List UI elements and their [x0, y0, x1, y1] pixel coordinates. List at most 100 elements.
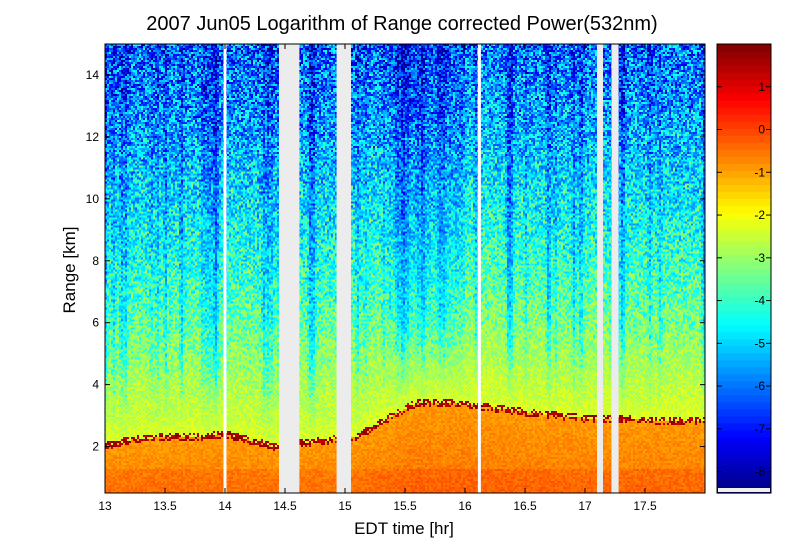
colorbar-segment — [717, 394, 771, 403]
colorbar-tick-label: 0 — [758, 123, 765, 137]
data-gap-line — [477, 44, 481, 493]
colorbar-segment — [717, 205, 771, 213]
x-tick-label: 13 — [98, 499, 112, 513]
colorbar-segment — [717, 324, 771, 333]
colorbar-tick-label: 1 — [758, 80, 765, 94]
colorbar-segment — [717, 79, 771, 87]
heatmap-plot-area — [105, 44, 705, 493]
colorbar-segment — [717, 121, 771, 129]
colorbar-segment — [717, 135, 771, 143]
colorbar-segment — [717, 184, 771, 192]
colorbar-segment — [717, 198, 771, 206]
x-axis-label: EDT time [hr] — [354, 519, 454, 538]
y-axis-label: Range [km] — [60, 227, 79, 314]
colorbar-segment — [717, 359, 771, 368]
y-tick-label: 10 — [86, 192, 100, 206]
colorbar-segment — [717, 275, 771, 284]
colorbar-segment — [717, 156, 771, 164]
colorbar-segment — [717, 142, 771, 150]
colorbar-segment — [717, 58, 771, 66]
x-tick-label: 15 — [338, 499, 352, 513]
y-tick-label: 14 — [86, 68, 100, 82]
colorbar-segment — [717, 331, 771, 340]
y-tick-label: 4 — [92, 378, 99, 392]
colorbar-tick-label: -7 — [754, 422, 765, 436]
colorbar-segment — [717, 443, 771, 452]
colorbar — [716, 43, 772, 494]
colorbar-frame — [716, 43, 772, 494]
colorbar-segment — [717, 450, 771, 459]
colorbar-segment — [717, 303, 771, 312]
x-axis-ticks: 13 13.5 14 14.5 15 15.5 16 16.5 17 17.5 — [98, 44, 657, 513]
colorbar-segment — [717, 261, 771, 270]
colorbar-tick-label: -3 — [754, 251, 765, 265]
data-gap-line — [223, 44, 227, 493]
colorbar-tick-label: -4 — [754, 294, 765, 308]
x-tick-label: 15.5 — [393, 499, 417, 513]
colorbar-segment — [717, 289, 771, 298]
colorbar-segment — [717, 107, 771, 115]
colorbar-segment — [717, 310, 771, 319]
colorbar-bottom-band — [718, 488, 770, 492]
colorbar-segment — [717, 387, 771, 396]
y-axis-ticks: 2 4 6 8 10 12 14 — [86, 68, 705, 454]
x-tick-label: 17 — [578, 499, 592, 513]
colorbar-segment — [717, 128, 771, 136]
colorbar-segment — [717, 429, 771, 438]
heatmap-image — [105, 44, 705, 493]
x-tick-label: 16 — [458, 499, 472, 513]
data-gap — [611, 44, 619, 493]
colorbar-segment — [717, 408, 771, 417]
colorbar-segment — [717, 338, 771, 347]
x-tick-label: 13.5 — [153, 499, 177, 513]
colorbar-segment — [717, 296, 771, 305]
chart-title: 2007 Jun05 Logarithm of Range corrected … — [146, 13, 657, 35]
y-tick-label: 8 — [92, 254, 99, 268]
colorbar-segment — [717, 345, 771, 354]
colorbar-segment — [717, 170, 771, 178]
colorbar-segment — [717, 44, 771, 52]
x-tick-label: 17.5 — [633, 499, 657, 513]
colorbar-segment — [717, 422, 771, 431]
y-tick-label: 6 — [92, 316, 99, 330]
colorbar-segment — [717, 65, 771, 73]
colorbar-segment — [717, 163, 771, 171]
x-tick-label: 14.5 — [273, 499, 297, 513]
colorbar-segment — [717, 415, 771, 424]
colorbar-segment — [717, 226, 771, 235]
colorbar-segment — [717, 93, 771, 101]
x-tick-label: 16.5 — [513, 499, 537, 513]
colorbar-segment — [717, 268, 771, 277]
colorbar-ticks: 1 0 -1 -2 -3 -4 -5 -6 -7 -8 — [717, 80, 771, 479]
colorbar-tick-label: -6 — [754, 379, 765, 393]
colorbar-segment — [717, 86, 771, 94]
colorbar-segment — [717, 464, 771, 473]
colorbar-tick-label: -2 — [754, 208, 765, 222]
colorbar-segment — [717, 212, 771, 220]
colorbar-segment — [717, 373, 771, 382]
y-tick-label: 12 — [86, 130, 100, 144]
colorbar-segment — [717, 457, 771, 466]
colorbar-segment — [717, 478, 771, 487]
colorbar-segment — [717, 317, 771, 326]
colorbar-segment — [717, 401, 771, 410]
colorbar-segment — [717, 282, 771, 291]
colorbar-segment — [717, 114, 771, 122]
colorbar-segment — [717, 51, 771, 59]
colorbar-segment — [717, 471, 771, 480]
x-tick-label: 14 — [218, 499, 232, 513]
colorbar-segment — [717, 240, 771, 249]
colorbar-segment — [717, 149, 771, 157]
colorbar-segment — [717, 100, 771, 108]
colorbar-segment — [717, 191, 771, 199]
colorbar-segment — [717, 380, 771, 389]
y-tick-label: 2 — [92, 440, 99, 454]
colorbar-tick-label: -5 — [754, 336, 765, 350]
colorbar-segment — [717, 436, 771, 445]
colorbar-segment — [717, 233, 771, 242]
colorbar-segment — [717, 352, 771, 361]
data-gap — [336, 44, 351, 493]
data-gap — [597, 44, 603, 493]
colorbar-segment — [717, 247, 771, 256]
